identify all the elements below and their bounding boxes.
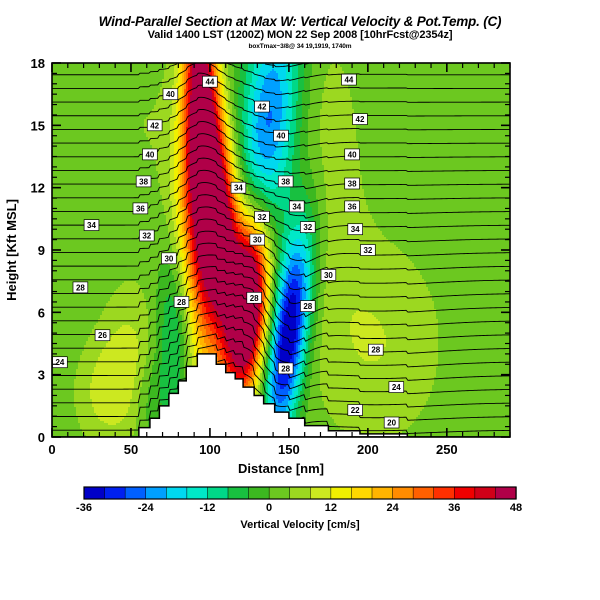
contour-label: 44	[202, 75, 218, 88]
colorbar-band	[227, 486, 250, 500]
contour-label: 30	[249, 233, 266, 246]
contour-label: 28	[173, 296, 190, 308]
colorbar-band	[371, 486, 394, 500]
contour-label: 32	[254, 210, 270, 223]
colorbar-band	[412, 486, 435, 500]
contour-label: 40	[344, 148, 360, 161]
contour-label: 40	[142, 148, 158, 161]
colorbar-band	[145, 486, 167, 500]
colorbar-band	[330, 486, 353, 500]
x-tick-label: 250	[436, 442, 458, 457]
y-tick-label: 3	[38, 368, 45, 383]
contour-label: 34	[230, 181, 247, 194]
colorbar-band	[433, 486, 455, 500]
contour-label: 32	[360, 244, 376, 256]
colorbar-tick-label: 0	[266, 502, 272, 514]
colorbar-tick-label: 36	[448, 502, 460, 514]
contour-label: 38	[277, 175, 294, 188]
x-tick-label: 200	[357, 442, 379, 457]
contour-label: 34	[83, 219, 100, 231]
y-axis-title: Height [Kft MSL]	[4, 199, 19, 301]
contour-label: 28	[300, 300, 316, 312]
title-block: Wind-Parallel Section at Max W: Vertical…	[0, 14, 600, 51]
contour-label: 42	[254, 100, 270, 113]
colorbar-band	[392, 486, 414, 500]
contour-label: 32	[139, 229, 155, 242]
contour-label: 42	[146, 119, 163, 132]
contour-label: 28	[277, 362, 294, 375]
contour-label: 38	[344, 177, 360, 190]
colorbar-tick-label: -24	[138, 502, 155, 514]
title-annotation: boxTmax~3/8@ 34 19,1919, 1740m	[248, 43, 352, 50]
colorbar-band	[310, 486, 332, 500]
colorbar-band	[248, 486, 270, 500]
y-tick-label: 6	[38, 305, 45, 320]
contour-label: 42	[352, 113, 368, 125]
contour-label: 40	[162, 88, 179, 101]
x-tick-label: 100	[199, 442, 221, 457]
colorbar-tick-label: -36	[76, 502, 92, 514]
contour-label: 24	[52, 356, 68, 369]
contour-label: 40	[273, 129, 289, 142]
colorbar-band	[495, 486, 517, 500]
contour-label: 30	[161, 252, 177, 265]
colorbar: -36 -24 -12 0 12 24 36 48 Vertical Velocity [cm/…	[76, 486, 522, 531]
colorbar-band	[186, 486, 209, 500]
contour-label: 36	[344, 200, 360, 213]
contour-labels: 44 44 42 42 40 40 40 42 40 38 36 38 38 36 34 34 34 34 32 32…	[52, 73, 405, 429]
contour-label: 22	[347, 404, 363, 416]
title-subtitle: Valid 1400 LST (1200Z) MON 22 Sep 2008 […	[147, 29, 453, 41]
colorbar-band	[268, 486, 291, 500]
y-tick-label: 9	[38, 243, 45, 258]
contour-label: 20	[383, 416, 400, 429]
contour-label: 32	[300, 221, 316, 233]
colorbar-title: Vertical Velocity [cm/s]	[240, 519, 360, 531]
x-tick-label: 0	[48, 442, 55, 457]
colorbar-band	[104, 486, 126, 500]
colorbar-band	[454, 486, 476, 500]
colorbar-tick-label: 12	[325, 502, 337, 514]
colorbar-band	[474, 486, 497, 500]
x-tick-label: 50	[124, 442, 138, 457]
colorbar-tick-label: -12	[199, 502, 215, 514]
contour-label: 24	[388, 381, 405, 393]
x-tick-label: 150	[278, 442, 300, 457]
y-tick-label: 15	[31, 118, 45, 133]
y-tick-label: 18	[31, 56, 45, 71]
contour-label: 34	[289, 200, 305, 213]
x-axis-title: Distance [nm]	[238, 461, 324, 476]
terrain-mask	[52, 353, 510, 437]
colorbar-band	[83, 486, 106, 500]
contour-label: 28	[246, 291, 262, 304]
colorbar-tick-label: 48	[510, 502, 522, 514]
vertical-velocity-field	[52, 63, 510, 437]
page-title: Wind-Parallel Section at Max W: Vertical…	[98, 14, 502, 29]
contour-label: 28	[72, 281, 89, 294]
contour-label: 28	[368, 343, 384, 356]
contour-label: 30	[320, 269, 337, 281]
contour-label: 26	[94, 329, 111, 342]
y-tick-label: 0	[38, 430, 45, 445]
colorbar-band	[166, 486, 188, 500]
colorbar-band	[124, 486, 147, 500]
colorbar-tick-label: 24	[386, 502, 399, 514]
contour-label: 34	[347, 223, 363, 236]
colorbar-band	[289, 486, 311, 500]
colorbar-band	[351, 486, 373, 500]
contour-label: 44	[341, 73, 357, 86]
y-tick-label: 12	[31, 181, 45, 196]
contour-label: 38	[135, 175, 152, 188]
colorbar-band	[207, 486, 229, 500]
contour-label: 36	[132, 202, 149, 215]
